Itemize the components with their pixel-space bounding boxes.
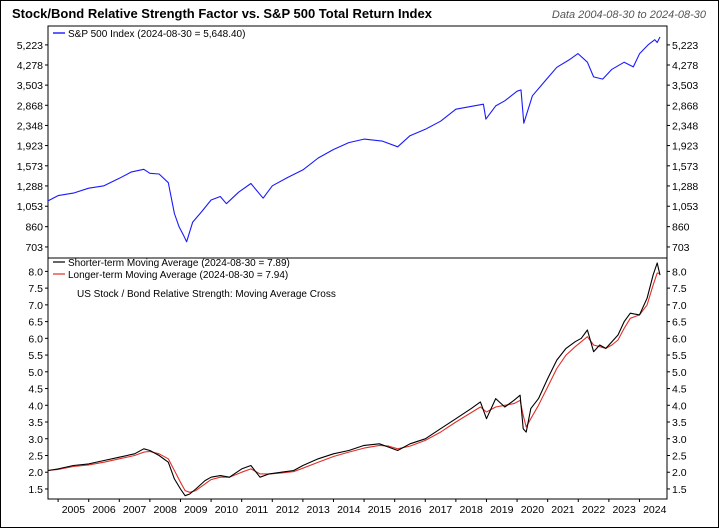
y-tick-label-right: 1.5 — [672, 484, 687, 496]
y-tick-label-left: 3,503 — [17, 80, 43, 92]
x-tick-label: 2021 — [551, 504, 575, 516]
y-tick-label-right: 6.0 — [672, 333, 687, 345]
x-tick-label: 2006 — [92, 504, 116, 516]
y-tick-label-left: 8.0 — [28, 266, 43, 278]
x-tick-label: 2005 — [62, 504, 86, 516]
y-tick-label-left: 4,278 — [17, 60, 43, 72]
x-tick-label: 2008 — [154, 504, 178, 516]
y-tick-label-right: 3,503 — [672, 80, 698, 92]
legend-label-sp500: S&P 500 Index (2024-08-30 = 5,648.40) — [68, 29, 245, 40]
y-tick-label-left: 2,348 — [17, 120, 43, 132]
y-tick-label-left: 1,573 — [17, 161, 43, 173]
series-line-short-ma — [47, 262, 661, 497]
y-tick-label-left: 4.0 — [28, 400, 43, 412]
y-tick-label-right: 7.0 — [672, 300, 687, 312]
x-tick-label: 2007 — [123, 504, 147, 516]
date-range-note: Data 2004-08-30 to 2024-08-30 — [552, 9, 707, 21]
y-tick-label-left: 1,923 — [17, 141, 43, 153]
y-tick-label-right: 5.5 — [672, 350, 687, 362]
top-panel-frame — [47, 25, 668, 259]
y-tick-label-right: 1,288 — [672, 181, 698, 193]
x-tick-label: 2012 — [276, 504, 300, 516]
series-line-sp500 — [47, 36, 661, 243]
bottom-panel-annotation: US Stock / Bond Relative Strength: Movin… — [77, 289, 336, 300]
y-tick-label-left: 4.5 — [28, 384, 43, 396]
x-tick-label: 2016 — [398, 504, 422, 516]
y-tick-label-left: 7.5 — [28, 283, 43, 295]
y-tick-label-left: 2.0 — [28, 467, 43, 479]
legend-label-long-ma: Longer-term Moving Average (2024-08-30 =… — [68, 270, 288, 281]
bottom-series-group — [47, 262, 661, 497]
y-tick-label-left: 6.0 — [28, 333, 43, 345]
y-tick-label-left: 5.5 — [28, 350, 43, 362]
x-tick-label: 2020 — [521, 504, 545, 516]
x-tick-label: 2023 — [612, 504, 636, 516]
y-tick-label-right: 1,923 — [672, 141, 698, 153]
y-tick-label-right: 4.5 — [672, 384, 687, 396]
y-tick-label-left: 1,053 — [17, 201, 43, 213]
y-tick-label-right: 860 — [672, 222, 690, 234]
top-y-axis-right: 703 860 1,053 1,288 1,573 1,923 2,348 2,868 3,50… — [667, 40, 698, 254]
x-tick-label: 2013 — [307, 504, 331, 516]
legend-label-short-ma: Shorter-term Moving Average (2024-08-30 … — [68, 258, 290, 269]
y-tick-label-right: 2,348 — [672, 120, 698, 132]
bottom-y-axis-right: 1.5 2.0 2.5 3.0 3.5 4.0 4.5 5.0 5.5 6.0 6.5 7.0 7.5 8… — [667, 266, 687, 496]
y-tick-label-right: 2.5 — [672, 450, 687, 462]
y-tick-label-right: 8.0 — [672, 266, 687, 278]
bottom-panel-frame — [47, 257, 668, 500]
y-tick-label-right: 703 — [672, 242, 690, 254]
y-tick-label-right: 7.5 — [672, 283, 687, 295]
top-legend: S&P 500 Index (2024-08-30 = 5,648.40) — [53, 29, 245, 40]
series-line-long-ma — [47, 272, 661, 493]
x-tick-label: 2024 — [643, 504, 667, 516]
y-tick-label-right: 6.5 — [672, 317, 687, 329]
y-tick-label-left: 1,288 — [17, 181, 43, 193]
y-tick-label-right: 5,223 — [672, 40, 698, 52]
y-tick-label-right: 3.0 — [672, 434, 687, 446]
y-tick-label-left: 3.5 — [28, 417, 43, 429]
x-tick-label: 2009 — [184, 504, 208, 516]
y-tick-label-right: 2.0 — [672, 467, 687, 479]
y-tick-label-right: 3.5 — [672, 417, 687, 429]
y-tick-label-right: 1,053 — [672, 201, 698, 213]
y-tick-label-right: 4,278 — [672, 60, 698, 72]
bottom-legend: Shorter-term Moving Average (2024-08-30 … — [53, 258, 290, 281]
x-tick-label: 2018 — [459, 504, 483, 516]
bottom-x-axis: 2005 2006 2007 2008 2009 2010 2011 2012 2013 2014… — [57, 499, 667, 516]
x-tick-label: 2014 — [337, 504, 361, 516]
x-tick-label: 2022 — [582, 504, 606, 516]
x-tick-label: 2010 — [215, 504, 239, 516]
top-y-axis-left: 703 860 1,053 1,288 1,573 1,923 2,348 2,868 3,50… — [17, 40, 48, 254]
x-tick-label: 2015 — [368, 504, 392, 516]
y-tick-label-left: 5,223 — [17, 40, 43, 52]
y-tick-label-right: 2,868 — [672, 100, 698, 112]
y-tick-label-left: 2.5 — [28, 450, 43, 462]
y-tick-label-right: 4.0 — [672, 400, 687, 412]
x-tick-label: 2019 — [490, 504, 514, 516]
y-tick-label-left: 703 — [25, 242, 43, 254]
y-tick-label-left: 5.0 — [28, 367, 43, 379]
y-tick-label-left: 2,868 — [17, 100, 43, 112]
top-series-group — [47, 36, 661, 243]
y-tick-label-right: 1,573 — [672, 161, 698, 173]
x-tick-label: 2017 — [429, 504, 453, 516]
x-tick-label: 2011 — [246, 504, 269, 516]
bottom-y-axis-left: 1.5 2.0 2.5 3.0 3.5 4.0 4.5 5.0 5.5 6.0 6.5 7.0 7.5 8… — [28, 266, 48, 496]
chart-title: Stock/Bond Relative Strength Factor vs. … — [12, 6, 433, 21]
y-tick-label-left: 1.5 — [28, 484, 43, 496]
y-tick-label-left: 6.5 — [28, 317, 43, 329]
y-tick-label-left: 860 — [25, 222, 43, 234]
y-tick-label-left: 7.0 — [28, 300, 43, 312]
y-tick-label-left: 3.0 — [28, 434, 43, 446]
y-tick-label-right: 5.0 — [672, 367, 687, 379]
